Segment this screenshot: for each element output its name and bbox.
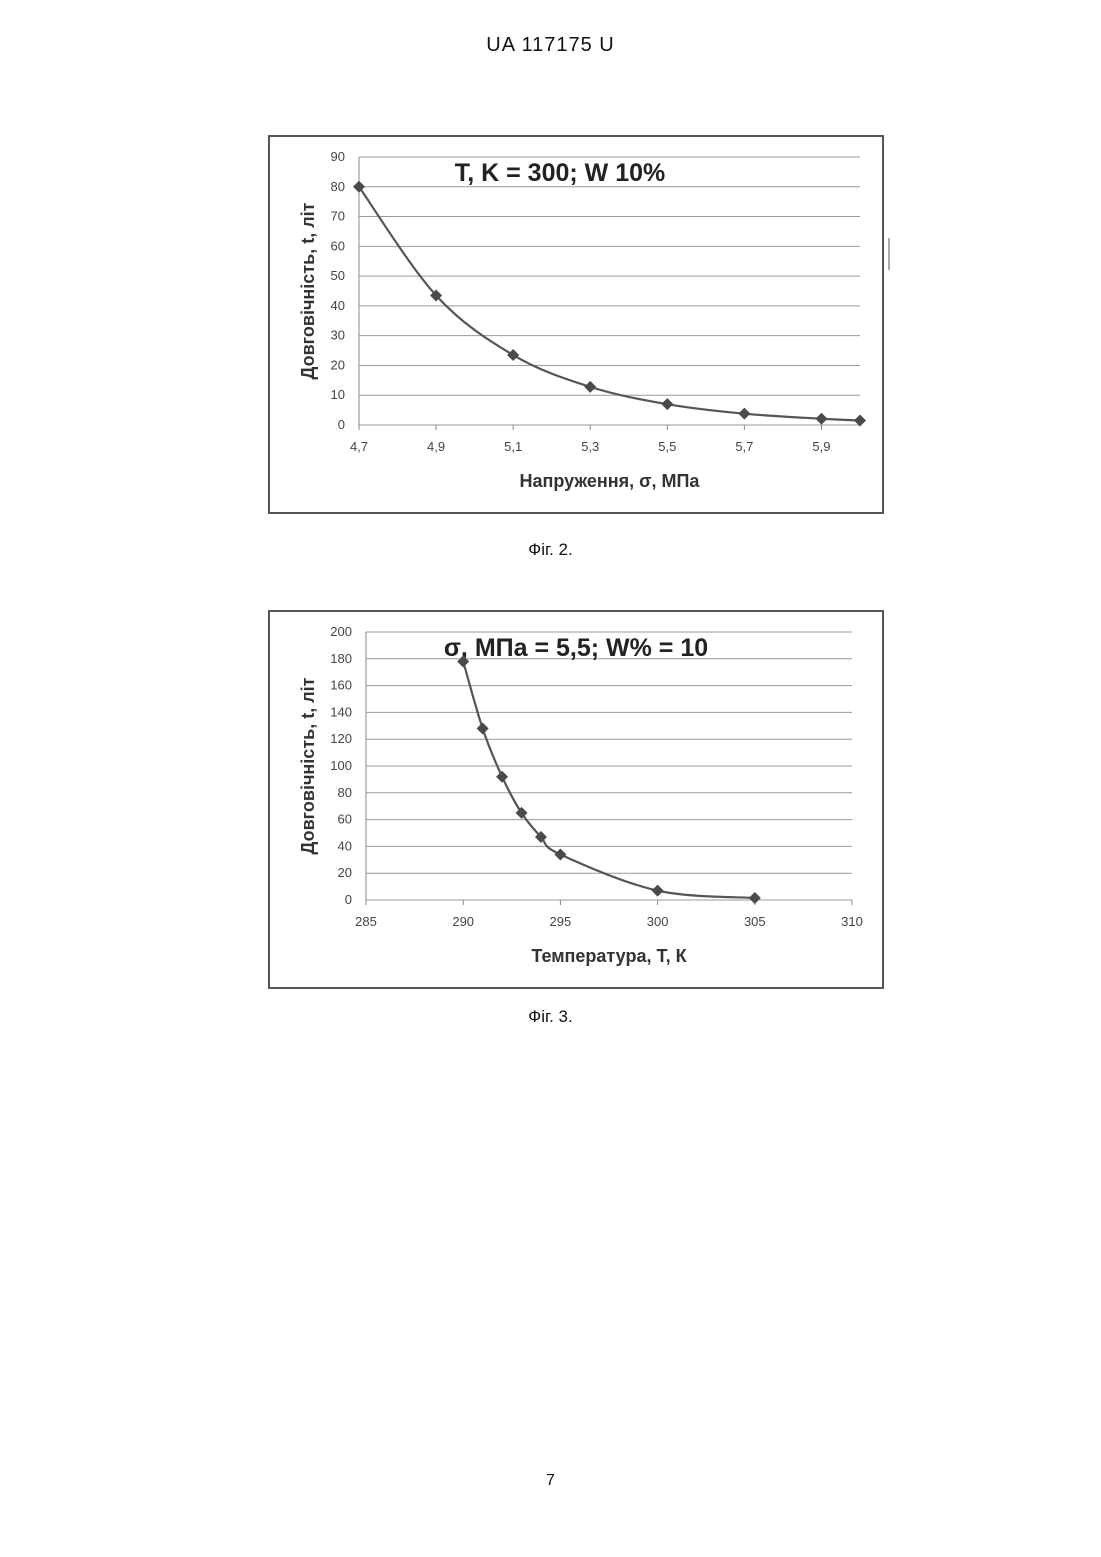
data-point xyxy=(496,771,508,783)
y-tick-label: 40 xyxy=(338,838,352,853)
figure-3-caption: Фіг. 3. xyxy=(0,1007,1101,1027)
data-point xyxy=(507,349,519,361)
scan-margin-mark xyxy=(888,238,890,270)
x-tick-label: 5,7 xyxy=(735,439,753,454)
y-tick-label: 0 xyxy=(338,417,345,432)
y-tick-label: 10 xyxy=(331,387,345,402)
series-line xyxy=(359,187,860,421)
x-tick-label: 295 xyxy=(550,914,572,929)
y-tick-label: 70 xyxy=(331,209,345,224)
y-tick-label: 20 xyxy=(338,865,352,880)
y-tick-label: 80 xyxy=(338,785,352,800)
x-tick-label: 5,3 xyxy=(581,439,599,454)
x-tick-label: 4,7 xyxy=(350,439,368,454)
y-tick-label: 50 xyxy=(331,268,345,283)
chart-title: T, K = 300; W 10% xyxy=(455,159,666,187)
y-tick-label: 20 xyxy=(331,357,345,372)
page-number: 7 xyxy=(0,1472,1101,1490)
x-tick-label: 300 xyxy=(647,914,669,929)
y-tick-label: 60 xyxy=(338,812,352,827)
y-tick-label: 140 xyxy=(330,704,352,719)
document-header: UA 117175 U xyxy=(0,34,1101,57)
y-tick-label: 200 xyxy=(330,624,352,639)
x-axis-label: Температура, Т, К xyxy=(531,946,687,966)
data-point xyxy=(749,892,761,904)
data-point xyxy=(661,398,673,410)
y-axis-label: Довговічність, t, літ xyxy=(298,202,318,379)
figure-2-chart: 0 10 20 30 40 50 60 70 80 90 4,7 4,9 5,1 5,3 5,5 5,7 5,9… xyxy=(268,135,884,514)
data-point xyxy=(738,408,750,420)
y-tick-label: 0 xyxy=(345,892,352,907)
x-tick-label: 5,9 xyxy=(812,439,830,454)
series-line xyxy=(463,661,755,898)
y-tick-label: 180 xyxy=(330,651,352,666)
y-tick-label: 60 xyxy=(331,238,345,253)
data-point xyxy=(815,413,827,425)
y-tick-label: 40 xyxy=(331,298,345,313)
x-axis-label: Напруження, σ, МПа xyxy=(520,471,701,491)
figure-3-chart: 0 20 40 60 80 100 120 140 160 180 200 285 290 295 300 3… xyxy=(268,610,884,989)
x-tick-label: 305 xyxy=(744,914,766,929)
chart-3-svg: 0 20 40 60 80 100 120 140 160 180 200 285 290 295 300 3… xyxy=(270,612,882,987)
data-point xyxy=(652,885,664,897)
data-point xyxy=(584,381,596,393)
chart-2-svg: 0 10 20 30 40 50 60 70 80 90 4,7 4,9 5,1 5,3 5,5 5,7 5,9… xyxy=(270,137,882,512)
x-tick-label: 5,5 xyxy=(658,439,676,454)
y-tick-label: 30 xyxy=(331,328,345,343)
chart-title: σ, МПа = 5,5; W% = 10 xyxy=(444,634,708,662)
y-tick-label: 80 xyxy=(331,179,345,194)
y-tick-label: 100 xyxy=(330,758,352,773)
data-point xyxy=(554,848,566,860)
x-tick-label: 4,9 xyxy=(427,439,445,454)
y-axis-label: Довговічність, t, літ xyxy=(298,677,318,854)
x-tick-label: 285 xyxy=(355,914,377,929)
x-tick-label: 310 xyxy=(841,914,863,929)
y-tick-label: 120 xyxy=(330,731,352,746)
figure-2-caption: Фіг. 2. xyxy=(0,540,1101,560)
x-tick-label: 5,1 xyxy=(504,439,522,454)
data-point xyxy=(477,722,489,734)
x-tick-label: 290 xyxy=(452,914,474,929)
y-tick-label: 160 xyxy=(330,678,352,693)
y-tick-label: 90 xyxy=(331,149,345,164)
